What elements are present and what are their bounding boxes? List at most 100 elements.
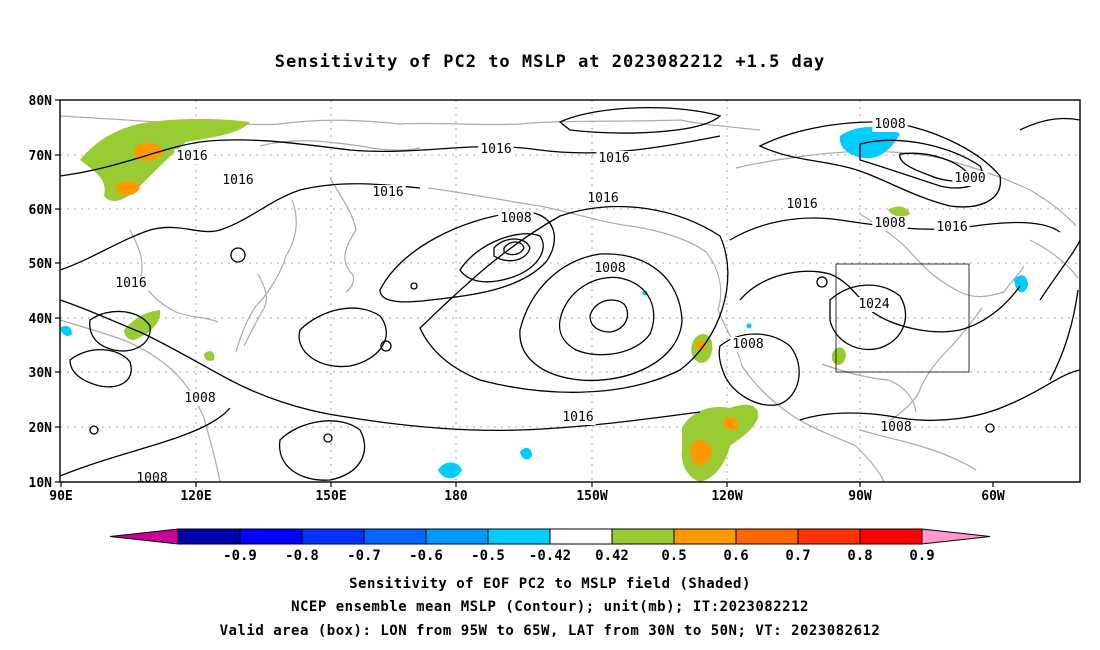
isobar-1004-asia-low (89, 310, 151, 352)
contour-label: 1008 (874, 117, 905, 132)
contour-label: 1000 (954, 171, 985, 186)
colorbar-label: 0.6 (723, 548, 748, 564)
valid-area-box (835, 263, 970, 373)
contour-label-bg (592, 261, 628, 276)
hudson-bay-coast (859, 213, 1025, 298)
contour-label-bg (878, 420, 914, 435)
lon-tick-label: 180 (444, 489, 468, 504)
contour-label-bg (596, 151, 632, 166)
negative-dot-1 (642, 290, 648, 296)
lat-tick-label: 10N (29, 476, 53, 491)
lon-tick-label: 150W (576, 489, 607, 504)
isobar-1000-pacific (459, 233, 544, 283)
lat-tick-label: 60N (29, 203, 53, 218)
isobar-small-ring-3 (323, 433, 333, 443)
contour-label: 1008 (732, 337, 763, 352)
positive-region-small (204, 351, 215, 361)
colorbar-label: 0.5 (661, 548, 686, 564)
isobar-1008-pacific (379, 211, 555, 303)
us-east-coast (883, 307, 983, 425)
isobar-1016-subtropic (59, 299, 701, 432)
north-america-west-coast (427, 187, 885, 483)
isobar-small-ring-6 (816, 276, 828, 288)
isobar-low-ring-1 (493, 238, 531, 262)
contour-label: 1016 (562, 410, 593, 425)
contour-label: 1016 (480, 142, 511, 157)
colorbar-label: 0.7 (785, 548, 810, 564)
isobar-1008-south (59, 407, 231, 477)
negative-region-small-pacific (520, 447, 532, 460)
contour-label-bg (113, 276, 149, 291)
isobar-small-ring-7 (410, 282, 418, 290)
contour-label-bg (784, 197, 820, 212)
contour-label-bg (872, 216, 908, 231)
contour-label: 1016 (786, 197, 817, 212)
lon-tick-label: 90W (848, 489, 872, 504)
caption-line-2: NCEP ensemble mean MSLP (Contour); unit(… (291, 599, 809, 615)
lat-tick-label: 20N (29, 421, 53, 436)
gulf-coast (821, 363, 917, 413)
contour-label-bg (174, 149, 210, 164)
colorbar-segment (487, 528, 551, 545)
isobar-1008-box (829, 284, 907, 350)
negative-region-west (60, 326, 72, 336)
contour-label: 1008 (594, 261, 625, 276)
lat-tick-label: 50N (29, 257, 53, 272)
colorbar-label: -0.7 (347, 548, 381, 564)
positive-core-ne-asia-2 (116, 180, 140, 196)
contour-label-bg (872, 117, 908, 132)
colorbar-segment (673, 528, 737, 545)
colorbar-segment (859, 528, 923, 545)
colorbar (109, 528, 991, 545)
sensitivity-shading (60, 119, 1028, 482)
contour-label: 1008 (136, 471, 167, 486)
caribbean-coast (859, 429, 977, 471)
isobar-1024-high (558, 276, 655, 356)
negative-region-atlantic (1014, 275, 1028, 293)
positive-core-mexico (696, 340, 706, 351)
isobar-small-ring-5 (985, 423, 995, 433)
isobar-1012-west-pacific (278, 420, 366, 481)
colorbar-segment (363, 528, 427, 545)
contour-label: 1024 (858, 297, 889, 312)
lat-tick-label: 40N (29, 312, 53, 327)
isobar-1016-asia (59, 183, 421, 271)
colorbar-min-triangle (109, 528, 179, 545)
contour-label-bg (498, 211, 534, 226)
isobar-1016-west-pacific (298, 307, 387, 368)
isobar-1016-high (419, 205, 729, 393)
colorbar-label: -0.9 (223, 548, 257, 564)
colorbar-label: -0.5 (471, 548, 505, 564)
isobar-east-edge-2 (1049, 289, 1079, 381)
positive-region-box (832, 347, 846, 365)
contour-label: 1016 (936, 220, 967, 235)
kamchatka-coast (329, 177, 357, 293)
colorbar-label: -0.42 (529, 548, 571, 564)
contour-label: 1016 (598, 151, 629, 166)
east-asia-coast (235, 199, 297, 353)
lon-tick-label: 120W (711, 489, 742, 504)
south-asia-coast (59, 319, 221, 483)
caption-line-3: Valid area (box): LON from 95W to 65W, L… (220, 623, 881, 639)
colorbar-labels: -0.9 -0.8 -0.7 -0.6 -0.5 -0.42 0.42 0.5 0.6 0.7 0.… (223, 548, 935, 564)
contour-labels: 1016 1016 1016 1016 1016 1016 1016 1016 1008 1008… (113, 117, 988, 486)
contour-label: 1016 (176, 149, 207, 164)
isobar-1020-high (519, 253, 683, 382)
colorbar-label: -0.6 (409, 548, 443, 564)
colorbar-segment (301, 528, 365, 545)
japan-coast (243, 273, 267, 347)
positive-region-ne-asia (80, 119, 250, 201)
isobar-1012-atlantic (799, 369, 1081, 421)
colorbar-label: 0.8 (847, 548, 872, 564)
contour-label: 1016 (372, 185, 403, 200)
longitude-ticks: 90E 120E 150E 180 150W 120W 90W 60W (49, 482, 1005, 504)
colorbar-segment (611, 528, 675, 545)
colorbar-segment (549, 528, 613, 545)
lat-tick-label: 80N (29, 94, 53, 109)
colorbar-segment (797, 528, 861, 545)
contour-label-bg (560, 410, 596, 425)
negative-region-central-pacific (438, 462, 462, 479)
isobar-small-ring-4 (89, 425, 99, 435)
lon-tick-label: 150E (315, 489, 346, 504)
